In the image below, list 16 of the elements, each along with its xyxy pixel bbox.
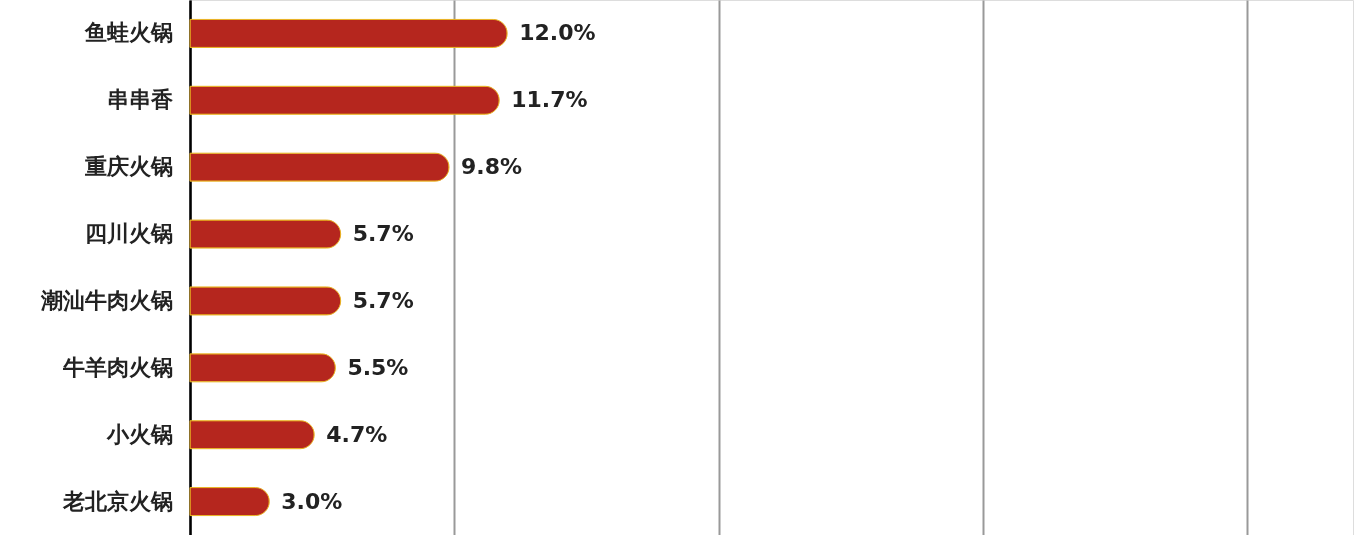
y-tick-label: 四川火锅	[84, 221, 173, 247]
data-label: 5.7%	[352, 221, 414, 247]
data-label: 11.7%	[511, 87, 588, 113]
data-label: 9.8%	[461, 154, 523, 180]
y-tick-label: 老北京火锅	[61, 488, 173, 514]
data-label: 3.0%	[281, 488, 343, 514]
data-label: 5.5%	[347, 354, 409, 380]
y-tick-label: 潮汕牛肉火锅	[39, 287, 173, 313]
y-tick-label: 串串香	[106, 87, 173, 113]
data-label: 5.7%	[352, 287, 414, 313]
y-tick-label: 重庆火锅	[83, 154, 173, 180]
y-tick-label: 鱼蛙火锅	[83, 20, 173, 46]
y-tick-label: 小火锅	[105, 421, 173, 447]
data-label: 4.7%	[326, 421, 388, 447]
y-tick-label: 牛羊肉火锅	[61, 354, 173, 380]
data-label: 12.0%	[519, 20, 596, 46]
